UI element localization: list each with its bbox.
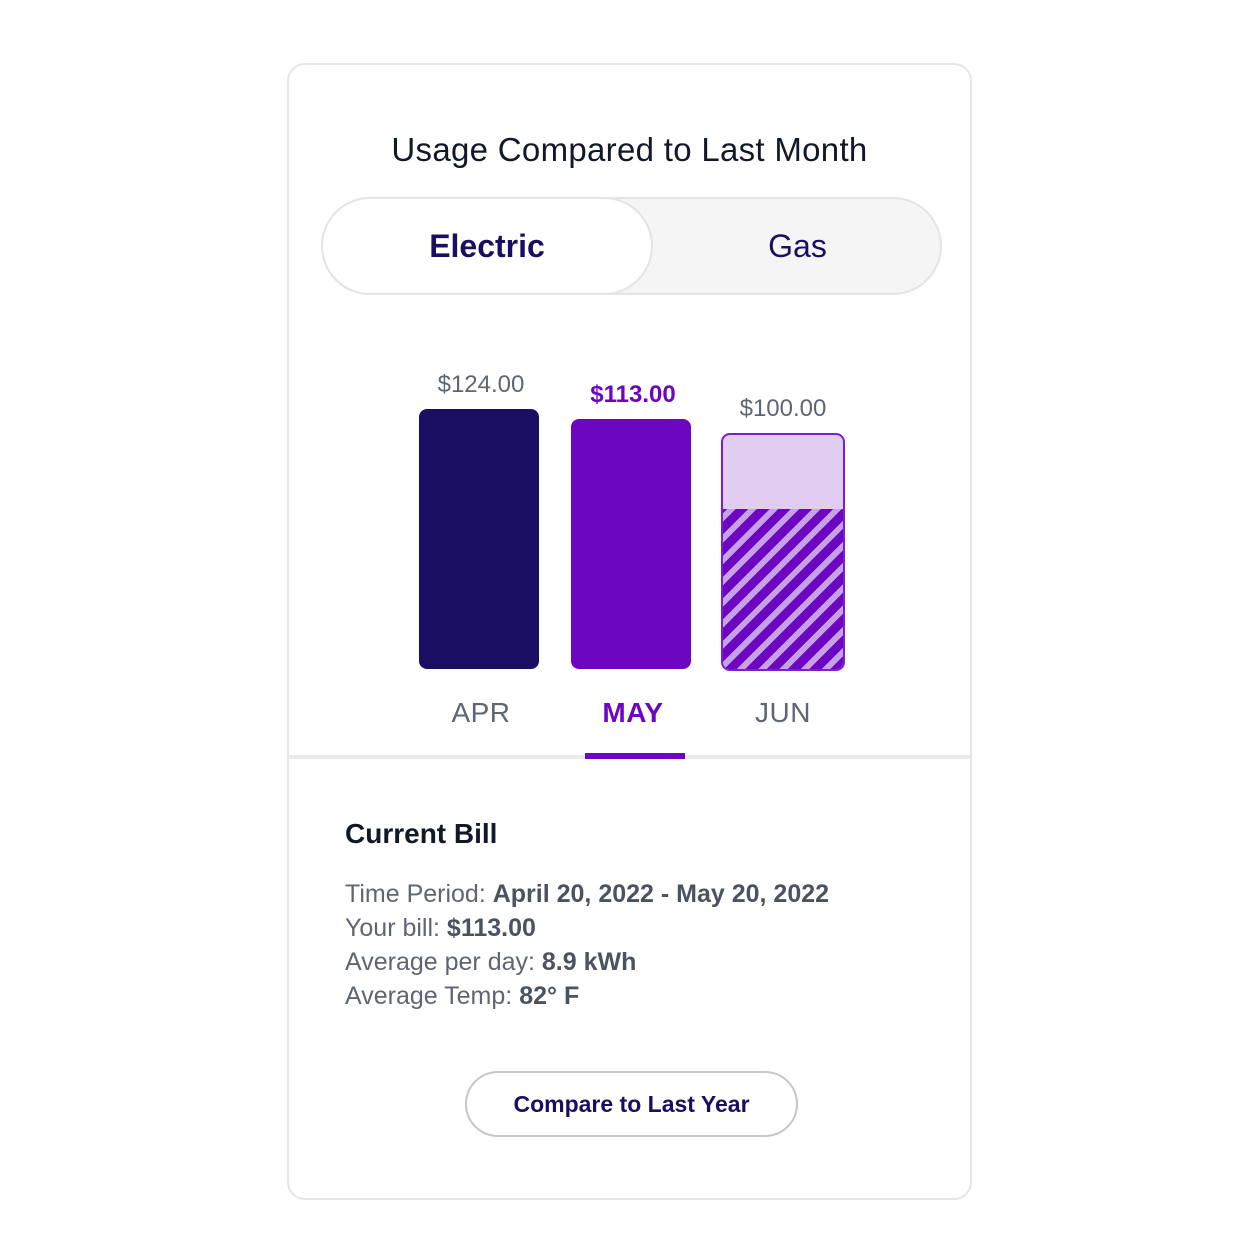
toggle-gas[interactable]: Gas bbox=[768, 227, 827, 264]
detail-average-per-day: Average per day: 8.9 kWh bbox=[345, 948, 637, 976]
bill-details: Time Period: April 20, 2022 - May 20, 20… bbox=[345, 877, 829, 1013]
bar-value-apr: $124.00 bbox=[437, 371, 525, 398]
toggle-electric[interactable]: Electric bbox=[321, 197, 653, 295]
selected-month-indicator bbox=[585, 753, 685, 759]
bar-value-jun: $100.00 bbox=[739, 395, 827, 422]
utility-toggle: Electric Gas bbox=[321, 197, 942, 295]
bar-may[interactable] bbox=[571, 419, 691, 669]
compare-last-year-button[interactable]: Compare to Last Year bbox=[465, 1071, 798, 1137]
bar-apr[interactable] bbox=[419, 409, 539, 669]
current-bill-title: Current Bill bbox=[345, 818, 498, 849]
detail-average-temp: Average Temp: 82° F bbox=[345, 982, 580, 1010]
bar-jun-actual-hatch bbox=[723, 509, 843, 669]
bar-jun-projected[interactable] bbox=[721, 433, 845, 671]
usage-card: Usage Compared to Last Month Electric Ga… bbox=[287, 63, 972, 1200]
card-title: Usage Compared to Last Month bbox=[391, 131, 868, 168]
month-tab-apr[interactable]: APR bbox=[451, 697, 511, 728]
detail-time-period: Time Period: April 20, 2022 - May 20, 20… bbox=[345, 880, 830, 908]
month-tab-jun[interactable]: JUN bbox=[755, 697, 811, 728]
detail-your-bill: Your bill: $113.00 bbox=[345, 914, 536, 942]
usage-bar-chart: $124.00 $113.00 $100.00 bbox=[289, 355, 970, 755]
bar-value-may: $113.00 bbox=[590, 381, 676, 408]
month-tab-may[interactable]: MAY bbox=[602, 697, 664, 728]
